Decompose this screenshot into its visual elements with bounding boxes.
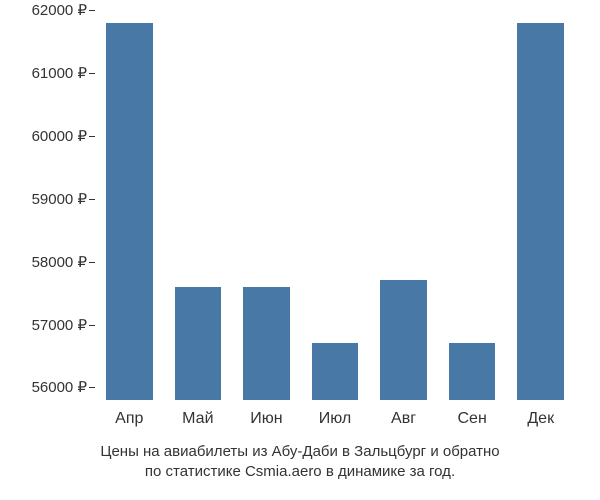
y-tick-mark	[89, 199, 95, 200]
y-tick-label: 57000 ₽	[32, 316, 87, 334]
y-tick-label: 56000 ₽	[32, 378, 87, 396]
bar	[175, 287, 222, 400]
x-tick-label: Июн	[250, 410, 282, 428]
caption-line-1: Цены на авиабилеты из Абу-Даби в Зальцбу…	[100, 443, 499, 460]
price-chart: 56000 ₽ 57000 ₽ 58000 ₽ 59000 ₽ 60000 ₽ 61000…	[0, 0, 600, 500]
x-tick-label: Дек	[527, 410, 554, 428]
y-tick-label: 58000 ₽	[32, 253, 87, 271]
y-tick-mark	[89, 136, 95, 137]
caption-line-2: по статистике Csmia.aero в динамике за г…	[145, 463, 455, 480]
x-tick-label: Июл	[319, 410, 351, 428]
x-tick-label: Сен	[457, 410, 486, 428]
y-tick-label: 60000 ₽	[32, 127, 87, 145]
x-tick-label: Авг	[391, 410, 416, 428]
y-tick-label: 59000 ₽	[32, 190, 87, 208]
chart-caption: Цены на авиабилеты из Абу-Даби в Зальцбу…	[0, 442, 600, 483]
y-tick-label: 61000 ₽	[32, 64, 87, 82]
bar	[517, 23, 564, 400]
y-tick-mark	[89, 262, 95, 263]
plot-area: 56000 ₽57000 ₽58000 ₽59000 ₽60000 ₽61000…	[95, 10, 575, 400]
bar	[380, 280, 427, 400]
x-tick-label: Апр	[115, 410, 143, 428]
bar	[312, 343, 359, 400]
y-tick-mark	[89, 10, 95, 11]
bar	[243, 287, 290, 400]
bar	[106, 23, 153, 400]
y-tick-mark	[89, 73, 95, 74]
y-tick-label: 62000 ₽	[32, 1, 87, 19]
y-tick-mark	[89, 325, 95, 326]
x-tick-label: Май	[182, 410, 213, 428]
bar	[449, 343, 496, 400]
y-tick-mark	[89, 387, 95, 388]
